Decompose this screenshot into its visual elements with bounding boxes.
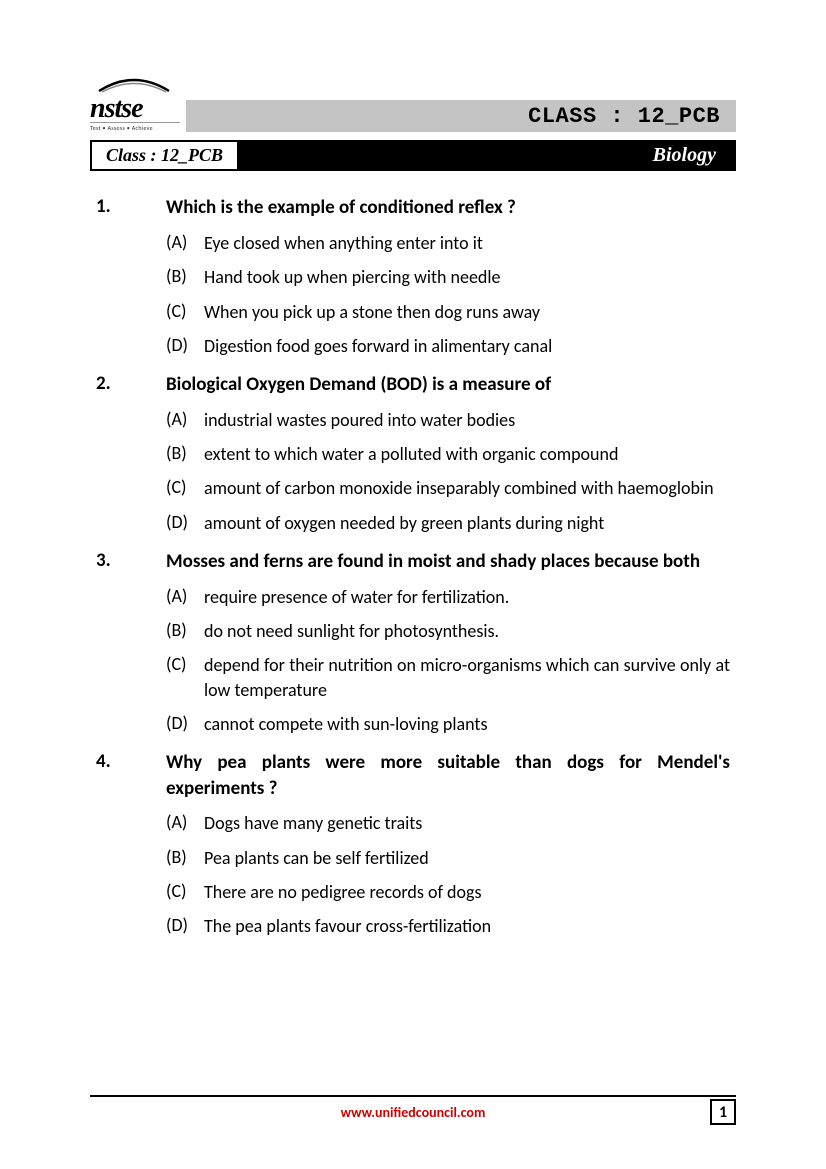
question-row: 2.Biological Oxygen Demand (BOD) is a me… xyxy=(96,372,730,398)
option-text: industrial wastes poured into water bodi… xyxy=(204,408,730,432)
question-text: Which is the example of conditioned refl… xyxy=(166,195,730,221)
option-label: (B) xyxy=(166,265,204,287)
option: (A)industrial wastes poured into water b… xyxy=(96,408,730,432)
option-text: When you pick up a stone then dog runs a… xyxy=(204,300,730,324)
question-number: 4. xyxy=(96,750,166,773)
question-number: 1. xyxy=(96,195,166,218)
option-label: (A) xyxy=(166,585,204,607)
option-label: (C) xyxy=(166,476,204,498)
question-row: 1.Which is the example of conditioned re… xyxy=(96,195,730,221)
option-label: (D) xyxy=(166,712,204,734)
option-label: (B) xyxy=(166,846,204,868)
option-label: (A) xyxy=(166,231,204,253)
question: 3.Mosses and ferns are found in moist an… xyxy=(96,549,730,736)
footer-rule xyxy=(90,1095,736,1097)
option-label: (A) xyxy=(166,811,204,833)
option: (C)amount of carbon monoxide inseparably… xyxy=(96,476,730,500)
option: (B)Pea plants can be self fertilized xyxy=(96,846,730,870)
option-text: Hand took up when piercing with needle xyxy=(204,265,730,289)
question-row: 3.Mosses and ferns are found in moist an… xyxy=(96,549,730,575)
option-label: (A) xyxy=(166,408,204,430)
option-label: (D) xyxy=(166,334,204,356)
option: (C)depend for their nutrition on micro-o… xyxy=(96,653,730,702)
question: 1.Which is the example of conditioned re… xyxy=(96,195,730,358)
question-row: 4.Why pea plants were more suitable than… xyxy=(96,750,730,801)
option: (D)The pea plants favour cross-fertiliza… xyxy=(96,914,730,938)
question-text: Biological Oxygen Demand (BOD) is a meas… xyxy=(166,372,730,398)
subject-label: Biology xyxy=(239,140,736,171)
option-text: Dogs have many genetic traits xyxy=(204,811,730,835)
option-label: (C) xyxy=(166,880,204,902)
option: (D)cannot compete with sun-loving plants xyxy=(96,712,730,736)
option-text: extent to which water a polluted with or… xyxy=(204,442,730,466)
option: (B)do not need sunlight for photosynthes… xyxy=(96,619,730,643)
option-label: (B) xyxy=(166,442,204,464)
logo-tagline: Test • Assess • Achieve xyxy=(90,122,180,132)
questions-list: 1.Which is the example of conditioned re… xyxy=(90,195,736,938)
question: 4.Why pea plants were more suitable than… xyxy=(96,750,730,938)
options-list: (A)industrial wastes poured into water b… xyxy=(96,408,730,535)
option-text: There are no pedigree records of dogs xyxy=(204,880,730,904)
option-text: cannot compete with sun-loving plants xyxy=(204,712,730,736)
option-text: The pea plants favour cross-fertilizatio… xyxy=(204,914,730,938)
logo-arc-icon xyxy=(94,75,174,93)
option-label: (B) xyxy=(166,619,204,641)
option-text: require presence of water for fertilizat… xyxy=(204,585,730,609)
option-text: Digestion food goes forward in alimentar… xyxy=(204,334,730,358)
option-text: Pea plants can be self fertilized xyxy=(204,846,730,870)
options-list: (A)Dogs have many genetic traits(B)Pea p… xyxy=(96,811,730,938)
option: (A)Dogs have many genetic traits xyxy=(96,811,730,835)
option: (B)Hand took up when piercing with needl… xyxy=(96,265,730,289)
option: (C)There are no pedigree records of dogs xyxy=(96,880,730,904)
option-text: do not need sunlight for photosynthesis. xyxy=(204,619,730,643)
option-label: (C) xyxy=(166,653,204,675)
question-text: Mosses and ferns are found in moist and … xyxy=(166,549,730,575)
logo: nstse Test • Assess • Achieve xyxy=(90,75,180,132)
option-text: depend for their nutrition on micro-orga… xyxy=(204,653,730,702)
header: nstse Test • Assess • Achieve CLASS : 12… xyxy=(90,75,736,132)
option: (A)require presence of water for fertili… xyxy=(96,585,730,609)
question: 2.Biological Oxygen Demand (BOD) is a me… xyxy=(96,372,730,535)
option: (D)Digestion food goes forward in alimen… xyxy=(96,334,730,358)
option-text: amount of oxygen needed by green plants … xyxy=(204,511,730,535)
question-number: 3. xyxy=(96,549,166,572)
logo-name: nstse xyxy=(90,98,180,120)
class-label-box: Class : 12_PCB xyxy=(90,140,239,171)
option-text: amount of carbon monoxide inseparably co… xyxy=(204,476,730,500)
option: (C)When you pick up a stone then dog run… xyxy=(96,300,730,324)
option-label: (D) xyxy=(166,914,204,936)
option: (D)amount of oxygen needed by green plan… xyxy=(96,511,730,535)
class-banner: CLASS : 12_PCB xyxy=(186,100,736,132)
question-number: 2. xyxy=(96,372,166,395)
options-list: (A)Eye closed when anything enter into i… xyxy=(96,231,730,358)
subject-row: Class : 12_PCB Biology xyxy=(90,140,736,171)
options-list: (A)require presence of water for fertili… xyxy=(96,585,730,736)
question-text: Why pea plants were more suitable than d… xyxy=(166,750,730,801)
footer-url: www.unifiedcouncil.com xyxy=(0,1104,826,1121)
option-label: (D) xyxy=(166,511,204,533)
option-text: Eye closed when anything enter into it xyxy=(204,231,730,255)
option-label: (C) xyxy=(166,300,204,322)
option: (B)extent to which water a polluted with… xyxy=(96,442,730,466)
option: (A)Eye closed when anything enter into i… xyxy=(96,231,730,255)
